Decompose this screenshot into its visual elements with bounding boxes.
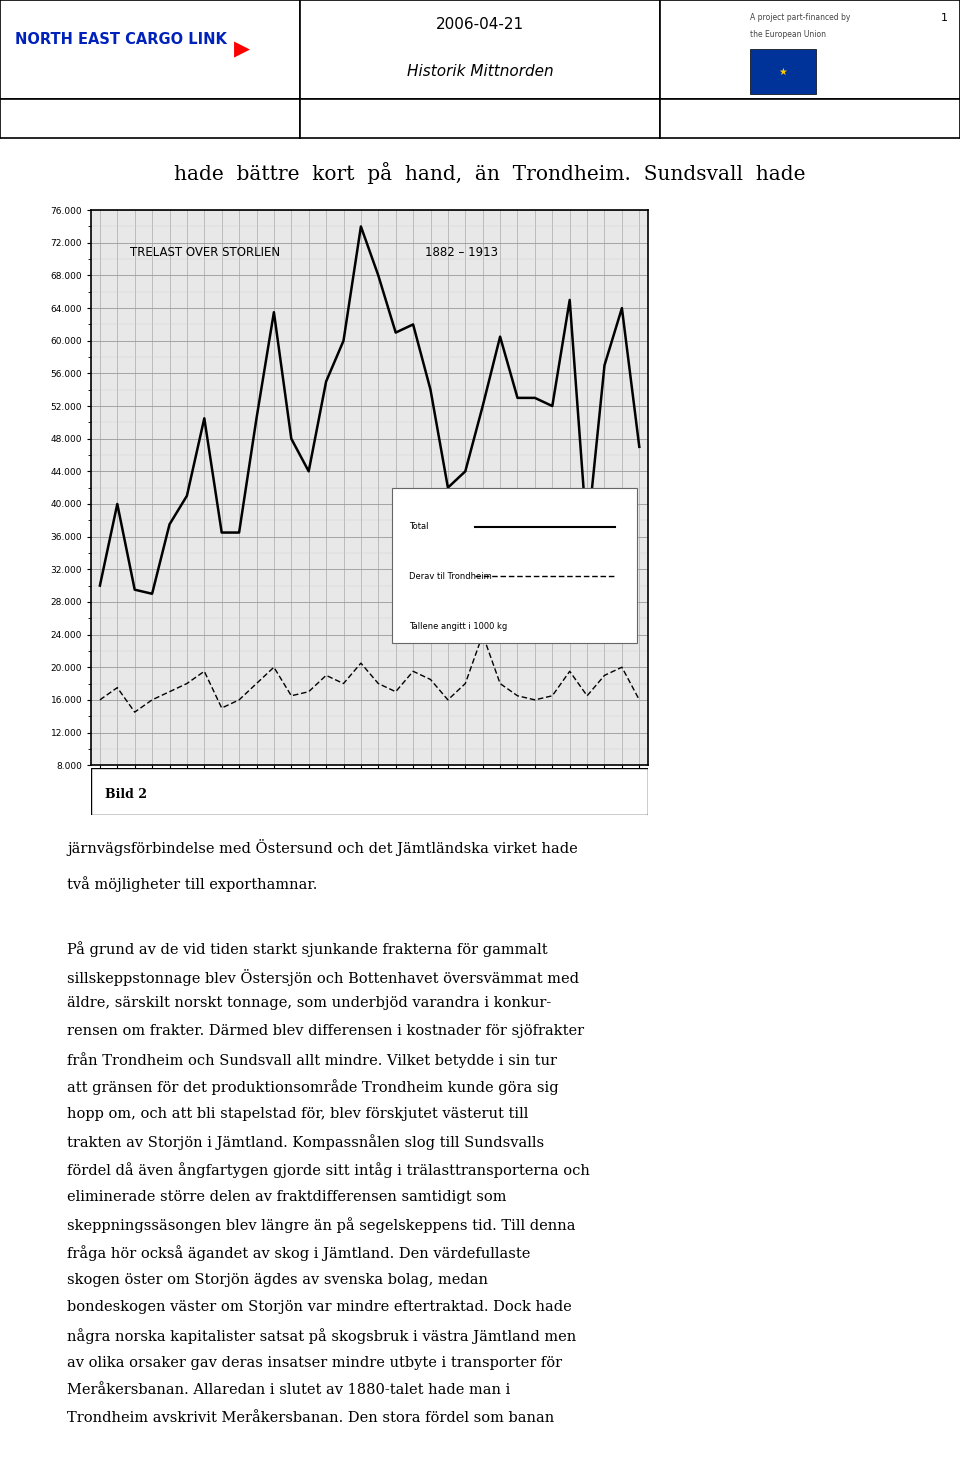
Bar xyxy=(392,487,636,642)
Text: 1882 – 1913: 1882 – 1913 xyxy=(425,246,498,259)
Text: Historik Mittnorden: Historik Mittnorden xyxy=(407,64,553,78)
Text: ▶: ▶ xyxy=(234,40,250,59)
Text: A project part-financed by: A project part-financed by xyxy=(750,13,851,22)
Text: sillskeppstonnage blev Östersjön och Bottenhavet översvämmat med: sillskeppstonnage blev Östersjön och Bot… xyxy=(67,969,579,986)
Text: På grund av de vid tiden starkt sjunkande frakterna för gammalt: På grund av de vid tiden starkt sjunkand… xyxy=(67,941,548,958)
Text: från Trondheim och Sundsvall allt mindre. Vilket betydde i sin tur: från Trondheim och Sundsvall allt mindre… xyxy=(67,1052,557,1067)
Text: 1: 1 xyxy=(941,13,948,22)
Text: järnvägsförbindelse med Östersund och det Jämtländska virket hade: järnvägsförbindelse med Östersund och de… xyxy=(67,839,578,855)
Text: skogen öster om Storjön ägdes av svenska bolag, medan: skogen öster om Storjön ägdes av svenska… xyxy=(67,1273,489,1286)
Text: trakten av Storjön i Jämtland. Kompassnålen slog till Sundsvalls: trakten av Storjön i Jämtland. Kompassnå… xyxy=(67,1135,544,1150)
Text: Derav til Trondheim: Derav til Trondheim xyxy=(409,571,492,582)
Text: eliminerade större delen av fraktdifferensen samtidigt som: eliminerade större delen av fraktdiffere… xyxy=(67,1190,507,1203)
Text: Total: Total xyxy=(409,522,428,531)
Text: hade  bättre  kort  på  hand,  än  Trondheim.  Sundsvall  hade: hade bättre kort på hand, än Trondheim. … xyxy=(174,163,805,184)
Text: Meråkersbanan. Allaredan i slutet av 1880-talet hade man i: Meråkersbanan. Allaredan i slutet av 188… xyxy=(67,1384,511,1397)
Text: två möjligheter till exporthamnar.: två möjligheter till exporthamnar. xyxy=(67,876,318,891)
Text: skeppningssäsongen blev längre än på segelskeppens tid. Till denna: skeppningssäsongen blev längre än på seg… xyxy=(67,1218,576,1233)
Text: TRELAST OVER STORLIEN: TRELAST OVER STORLIEN xyxy=(131,246,280,259)
Text: äldre, särskilt norskt tonnage, som underbjöd varandra i konkur-: äldre, särskilt norskt tonnage, som unde… xyxy=(67,996,551,1011)
FancyBboxPatch shape xyxy=(750,49,816,93)
Text: fördel då även ångfartygen gjorde sitt intåg i trälasttransporterna och: fördel då även ångfartygen gjorde sitt i… xyxy=(67,1162,590,1178)
Text: att gränsen för det produktionsområde Trondheim kunde göra sig: att gränsen för det produktionsområde Tr… xyxy=(67,1079,559,1095)
Text: av olika orsaker gav deras insatser mindre utbyte i transporter för: av olika orsaker gav deras insatser mind… xyxy=(67,1356,563,1369)
Text: NORTH EAST CARGO LINK: NORTH EAST CARGO LINK xyxy=(15,33,227,47)
Text: några norska kapitalister satsat på skogsbruk i västra Jämtland men: några norska kapitalister satsat på skog… xyxy=(67,1328,576,1344)
Text: hopp om, och att bli stapelstad för, blev förskjutet västerut till: hopp om, och att bli stapelstad för, ble… xyxy=(67,1107,529,1120)
Text: Trondheim avskrivit Meråkersbanan. Den stora fördel som banan: Trondheim avskrivit Meråkersbanan. Den s… xyxy=(67,1410,555,1425)
Text: bondeskogen väster om Storjön var mindre eftertraktad. Dock hade: bondeskogen väster om Storjön var mindre… xyxy=(67,1301,572,1314)
Text: the European Union: the European Union xyxy=(750,30,826,38)
Text: Tallene angitt i 1000 kg: Tallene angitt i 1000 kg xyxy=(409,622,507,630)
Text: fråga hör också ägandet av skog i Jämtland. Den värdefullaste: fråga hör också ägandet av skog i Jämtla… xyxy=(67,1245,531,1261)
Text: 2006-04-21: 2006-04-21 xyxy=(436,18,524,33)
Text: ★: ★ xyxy=(779,67,787,77)
Text: rensen om frakter. Därmed blev differensen i kostnader för sjöfrakter: rensen om frakter. Därmed blev differens… xyxy=(67,1024,585,1037)
Text: Bild 2: Bild 2 xyxy=(106,787,147,801)
